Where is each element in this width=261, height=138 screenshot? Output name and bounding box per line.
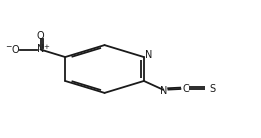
Text: O: O xyxy=(11,45,19,55)
Text: O: O xyxy=(37,31,44,41)
Text: N: N xyxy=(145,50,152,60)
Text: +: + xyxy=(43,43,49,50)
Text: S: S xyxy=(209,84,216,94)
Text: −: − xyxy=(5,42,12,51)
Text: C: C xyxy=(182,84,189,94)
Text: N: N xyxy=(160,86,168,96)
Text: N: N xyxy=(37,44,45,54)
